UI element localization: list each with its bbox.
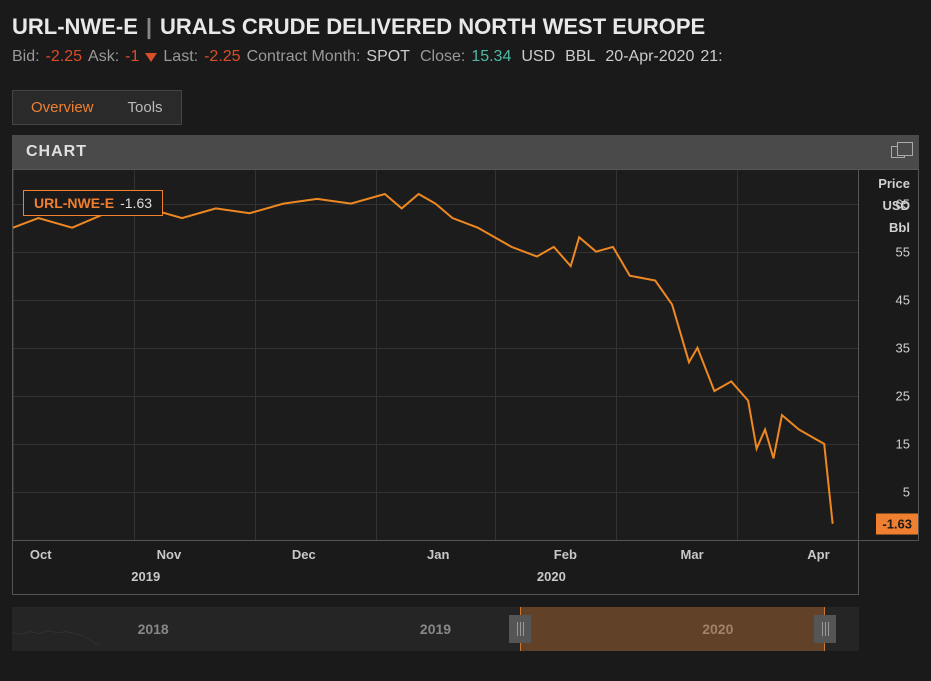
bid-label: Bid: bbox=[12, 48, 40, 66]
range-handle-right[interactable] bbox=[814, 615, 836, 643]
ask-value: -1 bbox=[125, 48, 139, 66]
y-tick-label: 5 bbox=[903, 484, 910, 499]
tab-tools[interactable]: Tools bbox=[112, 93, 179, 122]
series-badge: URL-NWE-E -1.63 bbox=[23, 190, 163, 216]
unit: BBL bbox=[565, 48, 595, 66]
y-title-price: Price bbox=[878, 176, 910, 191]
y-tick-label: 35 bbox=[896, 340, 910, 355]
last-label: Last: bbox=[163, 48, 198, 66]
tab-overview[interactable]: Overview bbox=[15, 93, 110, 122]
last-price-marker: -1.63 bbox=[876, 513, 918, 534]
close-value: 15.34 bbox=[471, 48, 511, 66]
tabs: Overview Tools bbox=[12, 90, 182, 125]
instrument-header: URL-NWE-E | URALS CRUDE DELIVERED NORTH … bbox=[12, 8, 919, 76]
last-value: -2.25 bbox=[204, 48, 240, 66]
ticker-symbol: URL-NWE-E bbox=[12, 14, 138, 40]
x-month-label: Jan bbox=[427, 547, 449, 562]
popout-icon[interactable] bbox=[891, 146, 905, 158]
x-month-label: Dec bbox=[292, 547, 316, 562]
series-last: -1.63 bbox=[120, 195, 152, 211]
quote-time: 21: bbox=[700, 48, 722, 66]
x-month-label: Mar bbox=[681, 547, 704, 562]
quote-date: 20-Apr-2020 bbox=[605, 48, 694, 66]
range-selection[interactable] bbox=[520, 607, 825, 651]
y-tick-label: 65 bbox=[896, 196, 910, 211]
y-axis: Price USD Bbl 6555453525155-1.63 bbox=[858, 170, 918, 540]
chart-title-bar: CHART bbox=[12, 135, 919, 169]
range-handle-left[interactable] bbox=[509, 615, 531, 643]
x-axis: Oct Nov Dec Jan Feb Mar Apr 2019 2020 bbox=[12, 541, 859, 595]
trend-down-icon bbox=[145, 53, 157, 62]
contract-month-label: Contract Month: bbox=[247, 48, 361, 66]
x-month-label: Apr bbox=[807, 547, 829, 562]
chart-panel-title: CHART bbox=[26, 143, 87, 161]
chart-plot-area[interactable]: URL-NWE-E -1.63 bbox=[13, 170, 858, 540]
price-line bbox=[13, 194, 833, 524]
close-label: Close: bbox=[420, 48, 465, 66]
y-tick-label: 45 bbox=[896, 292, 910, 307]
contract-month-value: SPOT bbox=[366, 48, 410, 66]
x-year-label: 2019 bbox=[131, 569, 160, 584]
series-symbol: URL-NWE-E bbox=[34, 195, 114, 211]
bid-value: -2.25 bbox=[46, 48, 82, 66]
quote-row: Bid: -2.25 Ask: -1 Last: -2.25 Contract … bbox=[12, 48, 919, 66]
x-month-label: Feb bbox=[554, 547, 577, 562]
y-title-unit: Bbl bbox=[889, 220, 910, 235]
y-tick-label: 55 bbox=[896, 244, 910, 259]
x-month-label: Nov bbox=[157, 547, 182, 562]
x-month-label: Oct bbox=[30, 547, 52, 562]
instrument-name: URALS CRUDE DELIVERED NORTH WEST EUROPE bbox=[160, 14, 705, 40]
y-tick-label: 15 bbox=[896, 436, 910, 451]
ask-label: Ask: bbox=[88, 48, 119, 66]
y-tick-label: 25 bbox=[896, 388, 910, 403]
range-year-2018[interactable]: 2018 bbox=[12, 621, 294, 637]
range-navigator[interactable]: 2018 2019 2020 bbox=[12, 607, 859, 651]
x-year-label: 2020 bbox=[537, 569, 566, 584]
divider: | bbox=[146, 14, 152, 40]
currency: USD bbox=[521, 48, 555, 66]
